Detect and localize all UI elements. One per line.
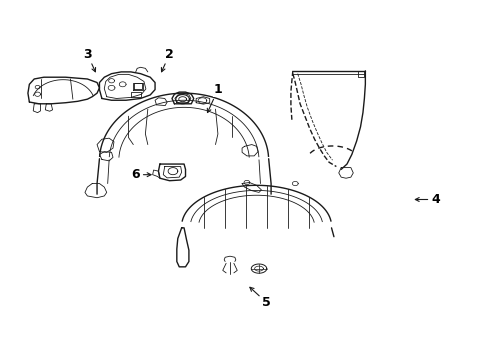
Text: 1: 1 — [207, 83, 222, 113]
Text: 5: 5 — [249, 287, 270, 309]
Text: 6: 6 — [131, 168, 151, 181]
Text: 4: 4 — [414, 193, 439, 206]
Text: 3: 3 — [83, 48, 95, 72]
Text: 2: 2 — [161, 48, 174, 72]
